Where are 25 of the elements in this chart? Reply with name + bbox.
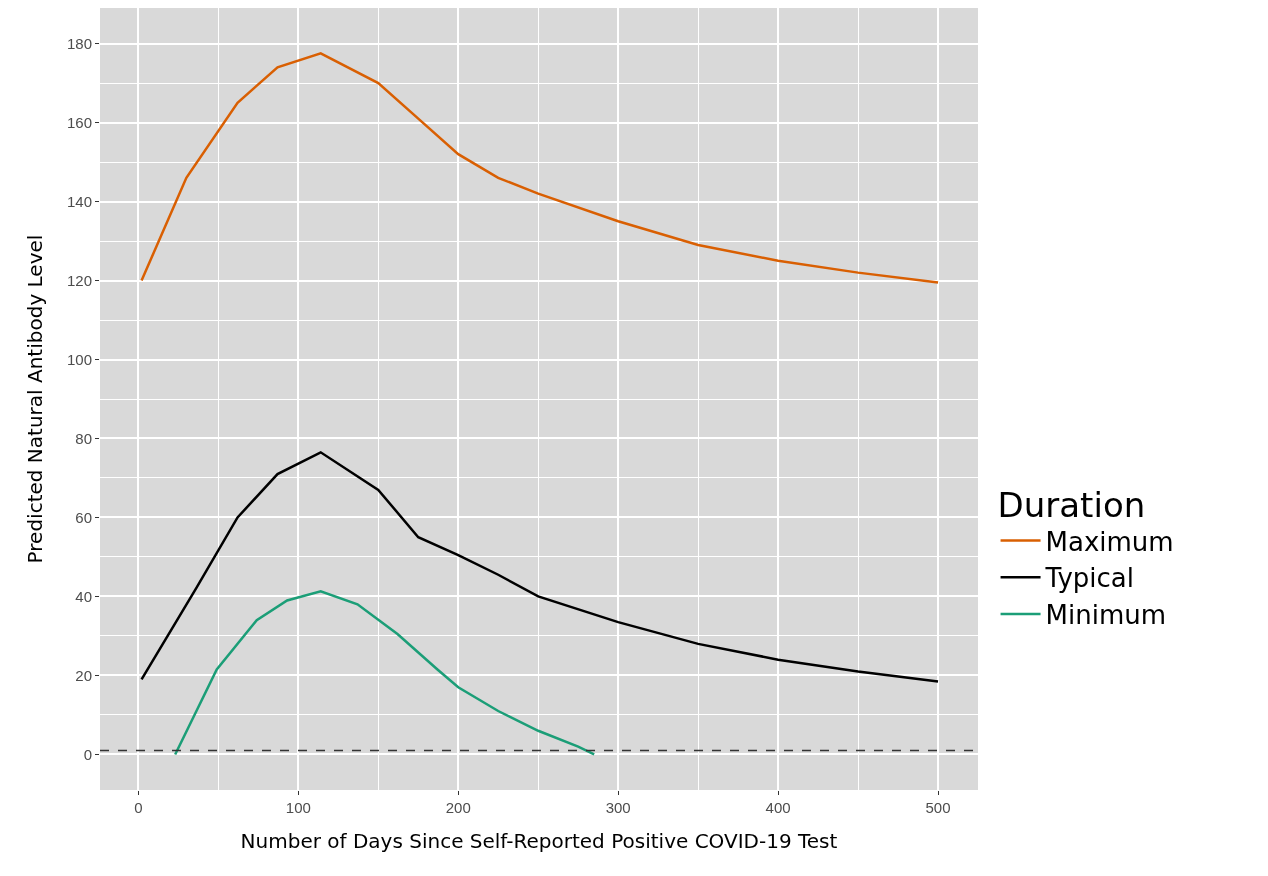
y-tick-label: 120 [66,271,92,289]
y-tick-label: 0 [83,745,92,763]
x-tick-label: 500 [925,799,951,816]
y-tick-label: 60 [75,508,92,526]
y-axis-title: Predicted Natural Antibody Level [23,234,48,564]
y-tick-label: 40 [75,587,92,605]
y-tick-label: 80 [75,429,92,447]
legend-label: Minimum [1045,600,1167,631]
legend-label: Maximum [1045,526,1174,557]
line-series [140,52,940,284]
y-tick-label: 140 [66,192,92,210]
y-tick-label: 160 [66,113,92,131]
x-tick-label: 0 [134,799,143,816]
x-axis-title: Number of Days Since Self-Reported Positive COVID-19 Test [240,828,838,853]
y-tick-label: 20 [75,666,92,684]
legend-title: Duration [997,485,1146,526]
x-tick-label: 200 [445,799,471,816]
y-tick-label: 180 [66,34,92,52]
x-tick-label: 300 [605,799,631,816]
line-series [140,451,940,683]
y-tick-label: 100 [66,350,92,368]
x-tick-label: 100 [285,799,311,816]
legend-label: Typical [1044,563,1134,594]
line-series [173,590,596,756]
x-tick-label: 400 [765,799,791,816]
